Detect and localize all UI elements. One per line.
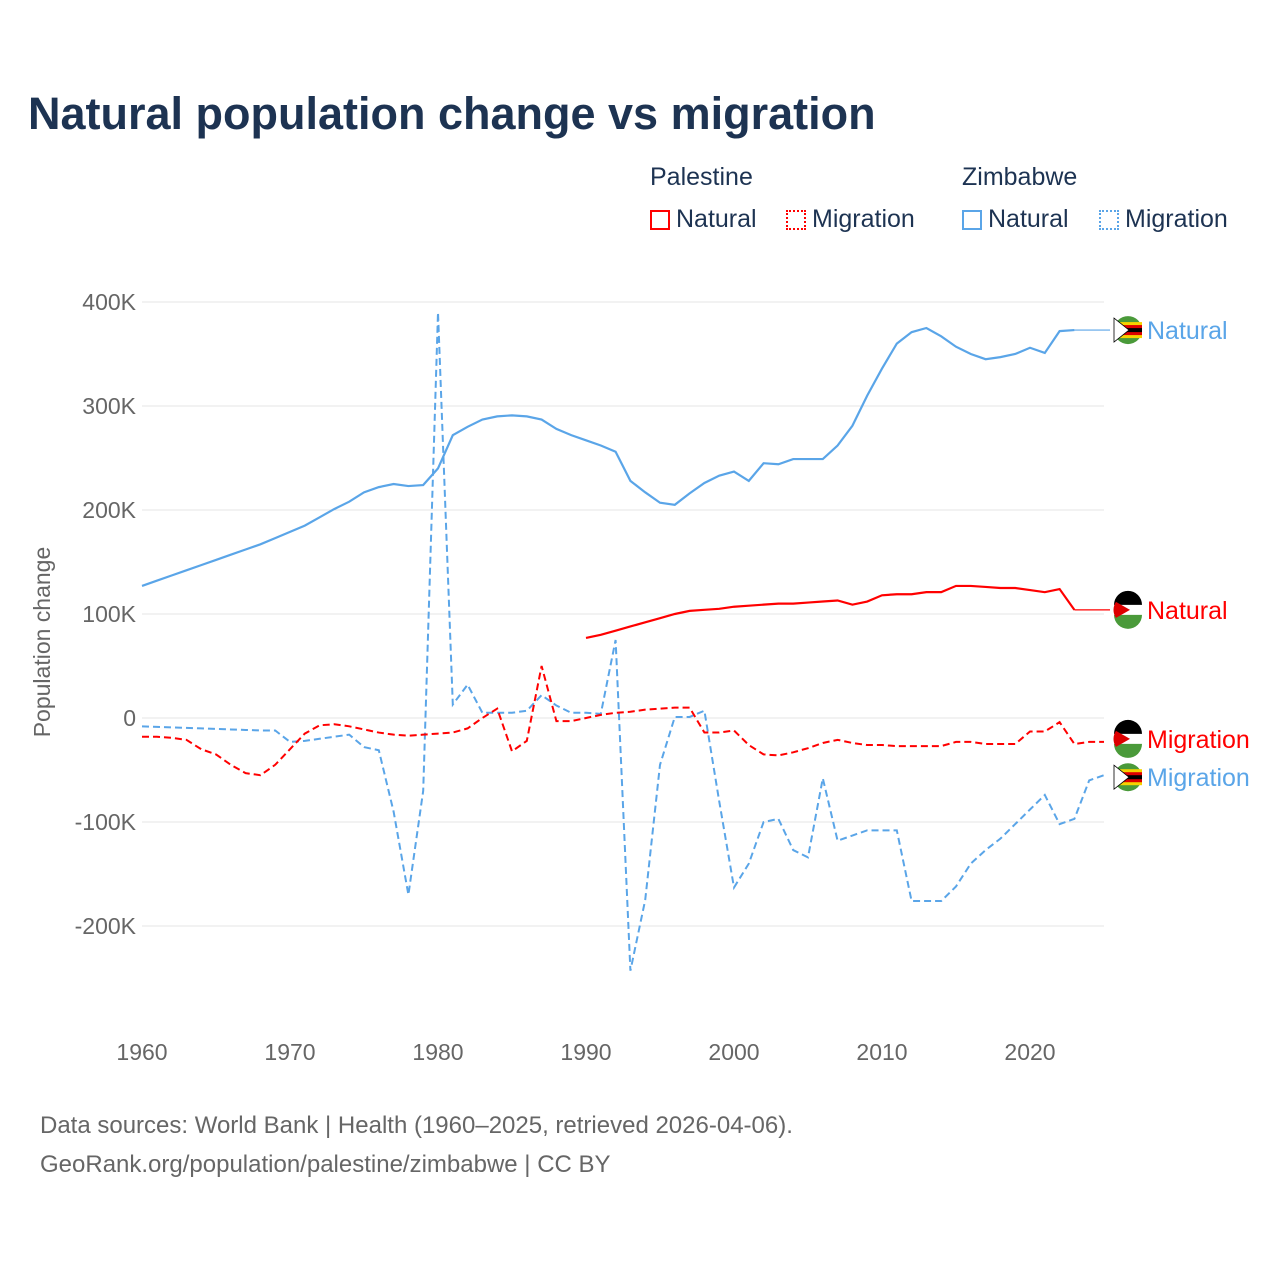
legend-label: Natural [676,205,757,233]
legend-group-palestine: Palestine [650,163,753,191]
end-label: Natural [1147,597,1228,625]
end-label: Migration [1147,764,1250,792]
flag-triangle [1113,730,1130,747]
legend-palestine-migration[interactable]: Migration [786,205,915,234]
legend-label: Natural [988,205,1069,233]
palestine-flag-icon [1113,719,1142,758]
chart-title: Natural population change vs migration [28,88,876,139]
x-tick-label: 1990 [560,1039,611,1065]
series-line-palestine-natural [585,584,1076,639]
series-line-zimbabwe-migration [141,312,1105,971]
x-tick-label: 1970 [264,1039,315,1065]
legend-group-zimbabwe: Zimbabwe [962,163,1078,191]
footer-attribution: GeoRank.org/population/palestine/zimbabw… [40,1151,611,1178]
series-line-zimbabwe-natural [141,326,1075,587]
legend-label: Migration [812,205,915,233]
x-tick-label: 1960 [116,1039,167,1065]
zimbabwe-flag-icon [1113,316,1142,345]
y-tick-label: -100K [75,809,137,835]
flag-stripe [1114,590,1142,605]
y-tick-label: 100K [82,601,136,627]
x-tick-label: 1980 [412,1039,463,1065]
footer-sources: Data sources: World Bank | Health (1960–… [40,1112,793,1139]
flag-triangle [1113,317,1130,343]
y-tick-label: 300K [82,393,136,419]
legend-swatch [962,210,982,230]
flag-triangle [1113,601,1130,618]
legend-swatch [1099,210,1119,230]
flag-triangle [1113,764,1130,791]
x-tick-label: 2000 [708,1039,759,1065]
y-axis-label: Population change [29,547,55,738]
series-line-palestine-migration [142,665,1104,777]
flag-stripe [1114,614,1142,629]
legend-swatch [786,210,806,230]
flag-stripe [1114,743,1142,758]
y-tick-label: 0 [123,705,136,731]
legend-label: Migration [1125,205,1228,233]
zimbabwe-flag-icon [1113,763,1142,792]
footer: Data sources: World Bank | Health (1960–… [40,1106,793,1184]
y-tick-label: -200K [75,913,137,939]
x-tick-label: 2020 [1004,1039,1055,1065]
end-label: Migration [1147,726,1250,754]
legend-palestine-natural[interactable]: Natural [650,205,757,234]
y-tick-label: 400K [82,289,136,315]
legend-zimbabwe-migration[interactable]: Migration [1099,205,1228,234]
legend-swatch [650,210,670,230]
palestine-flag-icon [1113,590,1142,629]
end-label: Natural [1147,317,1228,345]
y-tick-label: 200K [82,497,136,523]
flag-stripe [1114,719,1142,734]
x-tick-label: 2010 [856,1039,907,1065]
legend-zimbabwe-natural[interactable]: Natural [962,205,1069,234]
